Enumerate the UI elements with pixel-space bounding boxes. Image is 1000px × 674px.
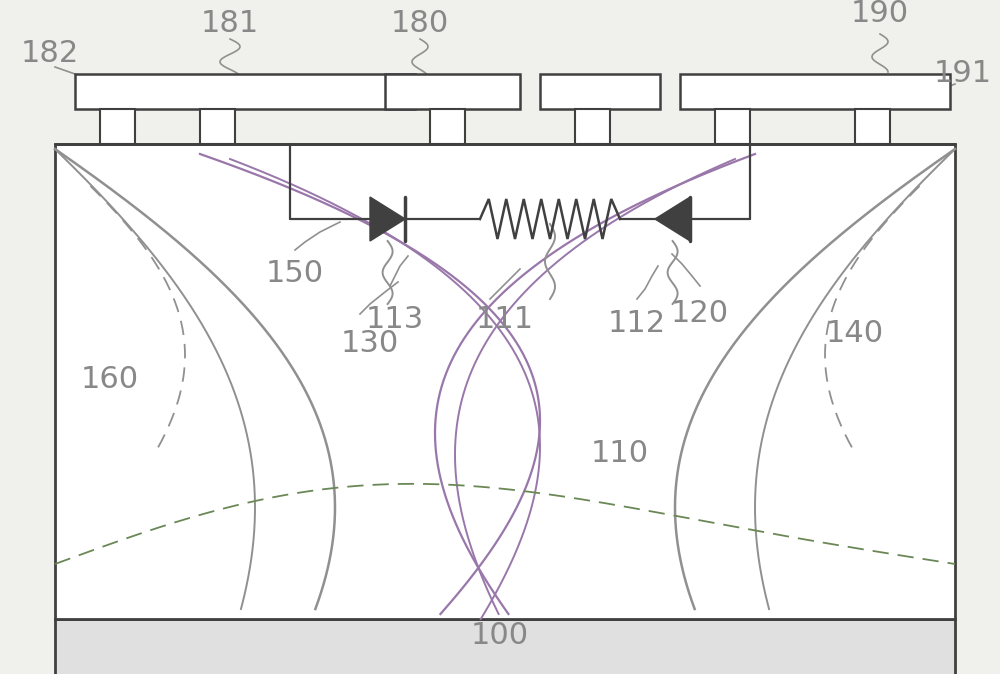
Text: 181: 181 xyxy=(201,9,259,38)
Text: 160: 160 xyxy=(81,365,139,394)
Text: 111: 111 xyxy=(476,305,534,334)
Text: 150: 150 xyxy=(266,259,324,288)
Text: 140: 140 xyxy=(826,319,884,348)
Bar xyxy=(75,74,415,109)
Text: 100: 100 xyxy=(471,621,529,650)
Text: 191: 191 xyxy=(934,59,992,88)
Bar xyxy=(540,74,660,109)
Text: 112: 112 xyxy=(608,309,666,338)
Polygon shape xyxy=(370,197,405,241)
Polygon shape xyxy=(655,197,690,241)
Text: 113: 113 xyxy=(366,305,424,334)
Text: 180: 180 xyxy=(391,9,449,38)
Text: 110: 110 xyxy=(591,439,649,468)
Text: 130: 130 xyxy=(341,330,399,359)
Text: 182: 182 xyxy=(21,40,79,69)
Bar xyxy=(575,109,610,144)
Bar xyxy=(100,109,135,144)
Bar xyxy=(55,144,955,619)
Bar xyxy=(855,109,890,144)
Bar xyxy=(715,109,750,144)
Bar xyxy=(680,74,950,109)
Text: 190: 190 xyxy=(851,0,909,28)
Text: 120: 120 xyxy=(671,299,729,328)
Bar xyxy=(430,109,465,144)
Bar xyxy=(55,619,955,674)
Bar xyxy=(385,74,520,109)
Bar xyxy=(200,109,235,144)
